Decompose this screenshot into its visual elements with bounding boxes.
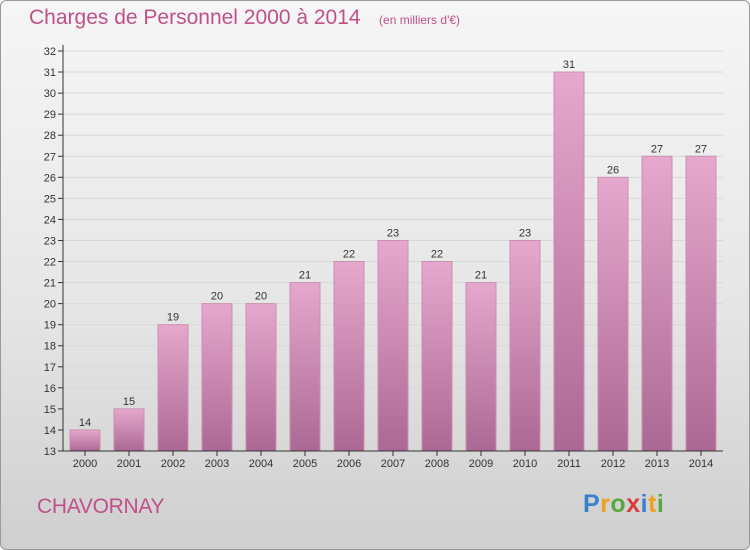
bar <box>245 303 277 452</box>
y-tick-label: 24 <box>44 214 56 226</box>
x-tick-label: 2000 <box>73 458 97 470</box>
bar <box>465 282 497 452</box>
bar <box>69 429 101 452</box>
bar <box>333 261 365 452</box>
y-tick-label: 20 <box>44 299 56 311</box>
bar-value-label: 23 <box>519 227 531 239</box>
logo-letter: P <box>583 490 601 518</box>
bar <box>553 71 585 452</box>
y-tick-label: 16 <box>44 383 56 395</box>
logo-letter: t <box>648 490 657 518</box>
logo-letter: x <box>626 490 641 518</box>
bar-value-label: 23 <box>387 227 399 239</box>
x-tick-label: 2003 <box>205 458 229 470</box>
x-tick-label: 2011 <box>557 458 581 470</box>
town-name: CHAVORNAY <box>37 495 165 518</box>
y-tick-label: 26 <box>44 172 56 184</box>
bar-value-label: 31 <box>563 59 575 71</box>
bar <box>377 239 409 452</box>
chart-subtitle: (en milliers d'€) <box>379 13 461 27</box>
y-tick-label: 30 <box>44 88 56 100</box>
y-tick-label: 31 <box>44 67 56 79</box>
bar <box>685 155 717 452</box>
bar <box>641 155 673 452</box>
bar <box>421 261 453 452</box>
bar <box>509 239 541 452</box>
logo-letter: r <box>600 490 611 518</box>
x-tick-label: 2001 <box>117 458 141 470</box>
x-tick-label: 2006 <box>337 458 361 470</box>
y-tick-label: 27 <box>44 151 56 163</box>
bar-value-label: 21 <box>475 270 487 282</box>
title-row: Charges de Personnel 2000 à 2014 (en mil… <box>29 6 460 30</box>
logo-letter: i <box>640 490 649 518</box>
bar-value-label: 27 <box>695 143 707 155</box>
bar <box>157 324 189 452</box>
x-tick-label: 2004 <box>249 458 273 470</box>
proxiti-logo: Proxiti <box>583 490 664 519</box>
bar <box>289 282 321 452</box>
logo-letter: o <box>610 490 627 518</box>
bar <box>201 303 233 452</box>
bar-value-label: 21 <box>299 270 311 282</box>
bar-value-label: 20 <box>211 291 223 303</box>
x-tick-label: 2010 <box>513 458 537 470</box>
y-tick-label: 18 <box>44 341 56 353</box>
bar-value-label: 27 <box>651 143 663 155</box>
bar-value-label: 22 <box>343 249 355 261</box>
y-tick-label: 23 <box>44 235 56 247</box>
y-tick-label: 15 <box>44 404 56 416</box>
x-tick-label: 2009 <box>469 458 493 470</box>
bar-value-label: 14 <box>79 417 91 429</box>
x-tick-label: 2013 <box>645 458 669 470</box>
x-tick-label: 2002 <box>161 458 185 470</box>
x-tick-label: 2014 <box>689 458 713 470</box>
y-tick-label: 13 <box>44 446 56 458</box>
y-tick-label: 14 <box>44 425 56 437</box>
bar-value-label: 26 <box>607 164 619 176</box>
x-tick-label: 2007 <box>381 458 405 470</box>
y-tick-label: 21 <box>44 278 56 290</box>
y-tick-label: 28 <box>44 130 56 142</box>
y-tick-label: 17 <box>44 362 56 374</box>
bar-value-label: 19 <box>167 312 179 324</box>
y-tick-label: 29 <box>44 109 56 121</box>
bar <box>597 176 629 452</box>
x-tick-label: 2008 <box>425 458 449 470</box>
chart-title: Charges de Personnel 2000 à 2014 <box>29 6 361 29</box>
bar <box>113 408 145 452</box>
bar-value-label: 22 <box>431 249 443 261</box>
y-tick-label: 32 <box>44 46 56 58</box>
y-tick-label: 22 <box>44 257 56 269</box>
bar-value-label: 20 <box>255 291 267 303</box>
x-tick-label: 2012 <box>601 458 625 470</box>
y-tick-label: 25 <box>44 193 56 205</box>
x-tick-label: 2005 <box>293 458 317 470</box>
y-tick-label: 19 <box>44 320 56 332</box>
bar-value-label: 15 <box>123 396 135 408</box>
logo-letter: i <box>656 490 665 518</box>
